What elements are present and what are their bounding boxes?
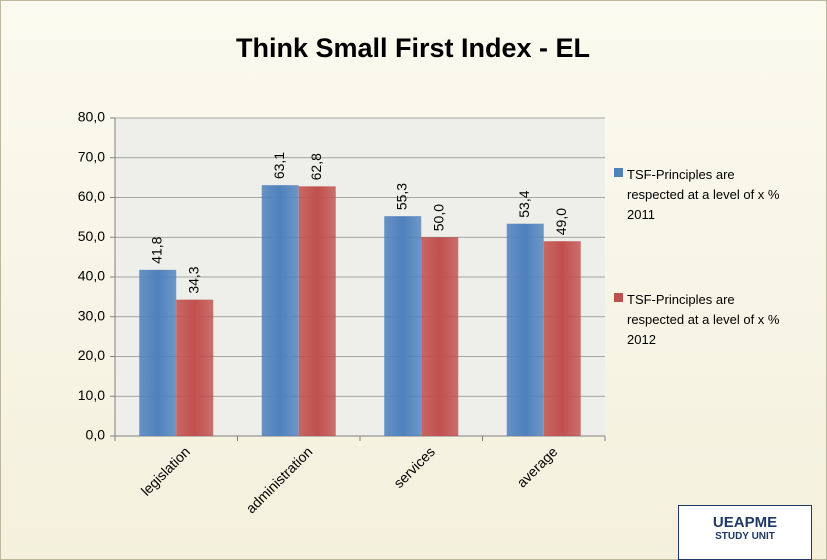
bar — [176, 299, 214, 436]
data-label: 49,0 — [553, 208, 569, 235]
data-label: 62,8 — [308, 153, 324, 180]
data-label: 63,1 — [271, 152, 287, 179]
y-tick-label: 0,0 — [86, 427, 106, 443]
y-tick-label: 50,0 — [78, 228, 105, 244]
bar — [543, 241, 581, 436]
y-tick-label: 80,0 — [78, 109, 105, 125]
data-label: 55,3 — [393, 183, 409, 210]
badge-org: UEAPME — [712, 514, 778, 531]
bar — [298, 186, 336, 436]
chart-title: Think Small First Index - EL — [236, 33, 590, 63]
badge: UEAPME STUDY UNIT — [678, 505, 812, 560]
data-label: 50,0 — [430, 204, 446, 231]
bar — [139, 269, 177, 436]
bar — [421, 237, 459, 436]
legend-swatch — [614, 168, 623, 177]
y-tick-label: 10,0 — [78, 387, 105, 403]
bar — [506, 223, 544, 436]
data-label: 41,8 — [148, 236, 164, 263]
bar — [261, 185, 299, 436]
legend-label: TSF-Principles are respected at a level … — [627, 292, 780, 347]
bar — [384, 216, 422, 436]
y-tick-label: 70,0 — [78, 148, 105, 164]
y-tick-label: 30,0 — [78, 307, 105, 323]
legend-swatch — [614, 293, 623, 302]
y-tick-label: 20,0 — [78, 347, 105, 363]
data-label: 34,3 — [185, 266, 201, 293]
y-tick-label: 40,0 — [78, 268, 105, 284]
legend-label: TSF-Principles are respected at a level … — [627, 167, 780, 222]
data-label: 53,4 — [516, 190, 532, 217]
y-tick-label: 60,0 — [78, 188, 105, 204]
badge-unit: STUDY UNIT — [715, 531, 775, 542]
